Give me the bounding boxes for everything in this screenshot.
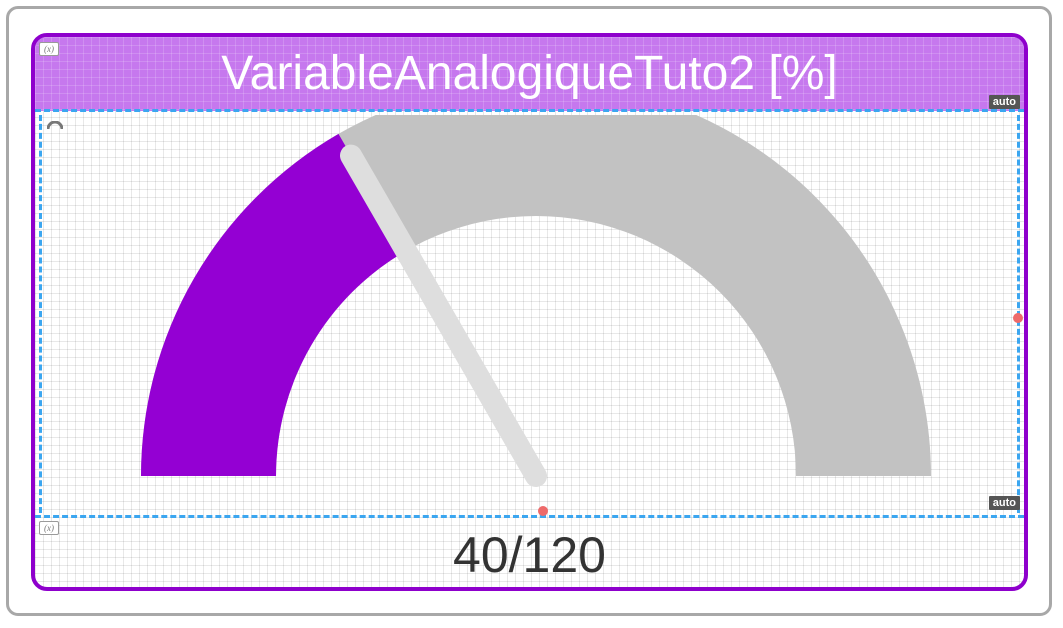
bottom-guide-line bbox=[35, 515, 1024, 518]
variable-icon[interactable]: (x) bbox=[39, 42, 59, 56]
resize-handle-bottom[interactable] bbox=[538, 506, 548, 516]
gauge-fill bbox=[141, 133, 406, 476]
gauge-area[interactable] bbox=[39, 115, 1020, 513]
auto-height-badge-top[interactable]: auto bbox=[988, 95, 1020, 109]
auto-height-badge-bottom[interactable]: auto bbox=[988, 496, 1020, 510]
gauge-widget[interactable]: VariableAnalogiqueTuto2 [%] (x) auto aut… bbox=[31, 33, 1028, 591]
gauge-needle bbox=[340, 144, 547, 487]
gauge-value-label: 40/120 bbox=[453, 527, 606, 583]
title-bar[interactable]: VariableAnalogiqueTuto2 [%] bbox=[35, 37, 1024, 111]
resize-handle-right[interactable] bbox=[1013, 313, 1023, 323]
widget-title: VariableAnalogiqueTuto2 [%] bbox=[221, 47, 838, 100]
top-guide-line bbox=[35, 109, 1024, 112]
gauge-chart bbox=[141, 115, 931, 487]
gauge-type-icon bbox=[47, 121, 63, 129]
value-variable-icon[interactable]: (x) bbox=[39, 521, 59, 535]
